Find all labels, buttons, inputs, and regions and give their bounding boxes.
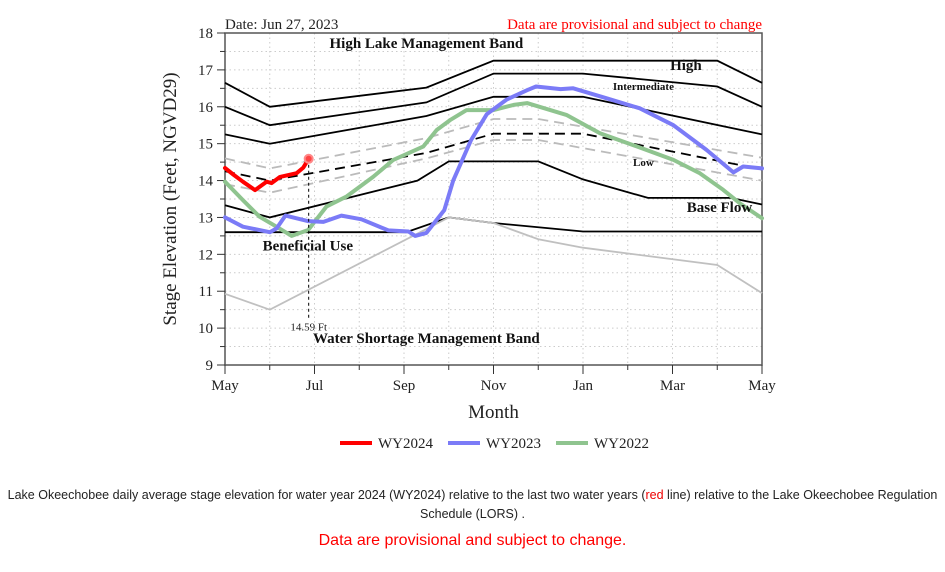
chart-caption: Lake Okeechobee daily average stage elev…: [0, 486, 945, 524]
annotation-low: Low: [633, 157, 654, 169]
y-tick-label: 16: [198, 100, 214, 116]
provisional-label: Data are provisional and subject to chan…: [507, 17, 762, 33]
x-tick-label: Jan: [573, 378, 593, 394]
x-axis-label: Month: [468, 402, 519, 423]
x-tick-label: May: [211, 378, 239, 394]
schedule-line-water-shortage: [224, 216, 763, 311]
schedule-line-intermediate-lower: [224, 95, 763, 145]
schedule-line-high-upper: [224, 59, 763, 108]
annotation-beneficial-use: Beneficial Use: [263, 239, 354, 255]
date-label: Date: Jun 27, 2023: [225, 17, 338, 33]
current-level-label: 14.59 Ft: [290, 322, 327, 334]
y-tick-label: 17: [198, 63, 214, 79]
schedule-line-high-lower: [224, 72, 763, 127]
schedule-line-low-upper-gray: [224, 118, 763, 170]
y-tick-label: 11: [199, 284, 213, 300]
annotation-high: High: [670, 58, 702, 74]
x-tick-label: Nov: [481, 378, 507, 394]
y-tick-label: 9: [206, 358, 214, 374]
annotation-water-shortage-management-band: Water Shortage Management Band: [313, 331, 540, 347]
caption-text: Lake Okeechobee daily average stage elev…: [7, 488, 646, 502]
legend-label-wy2023: WY2023: [486, 436, 541, 452]
x-tick-label: May: [748, 378, 776, 394]
y-tick-label: 14: [198, 174, 214, 190]
x-tick-label: Mar: [660, 378, 685, 394]
annotation-base-flow: Base Flow: [687, 200, 753, 216]
caption-red-word: red: [645, 488, 664, 502]
provisional-note: Data are provisional and subject to chan…: [318, 532, 627, 549]
y-tick-label: 13: [198, 210, 213, 226]
schedule-line-low-mid: [224, 132, 763, 182]
legend-label-wy2022: WY2022: [594, 436, 649, 452]
x-tick-label: Sep: [393, 378, 416, 394]
series-line-wy2024: [223, 156, 311, 193]
schedule-line-low-lower-gray: [224, 139, 763, 194]
annotation-intermediate: Intermediate: [613, 81, 674, 93]
current-level-marker: [303, 153, 314, 164]
schedule-line-base-flow-upper: [224, 160, 763, 219]
legend-label-wy2024: WY2024: [378, 436, 433, 452]
lake-stage-chart: 9 10 11 12 13 14 15 16 17 18 May Jul Sep Nov Jan Mar May…: [160, 17, 776, 452]
series-line-wy2023: [223, 84, 764, 238]
y-tick-label: 18: [198, 26, 213, 42]
caption-text-end: line) relative to the Lake Okeechobee Re…: [420, 488, 938, 521]
y-tick-label: 10: [198, 321, 213, 337]
y-tick-label: 12: [198, 247, 213, 263]
y-axis-label: Stage Elevation (Feet, NGVD29): [160, 72, 181, 325]
series-line-wy2022: [223, 101, 764, 238]
annotation-high-lake-management-band: High Lake Management Band: [329, 36, 523, 52]
x-tick-label: Jul: [306, 378, 324, 394]
y-tick-label: 15: [198, 137, 213, 153]
